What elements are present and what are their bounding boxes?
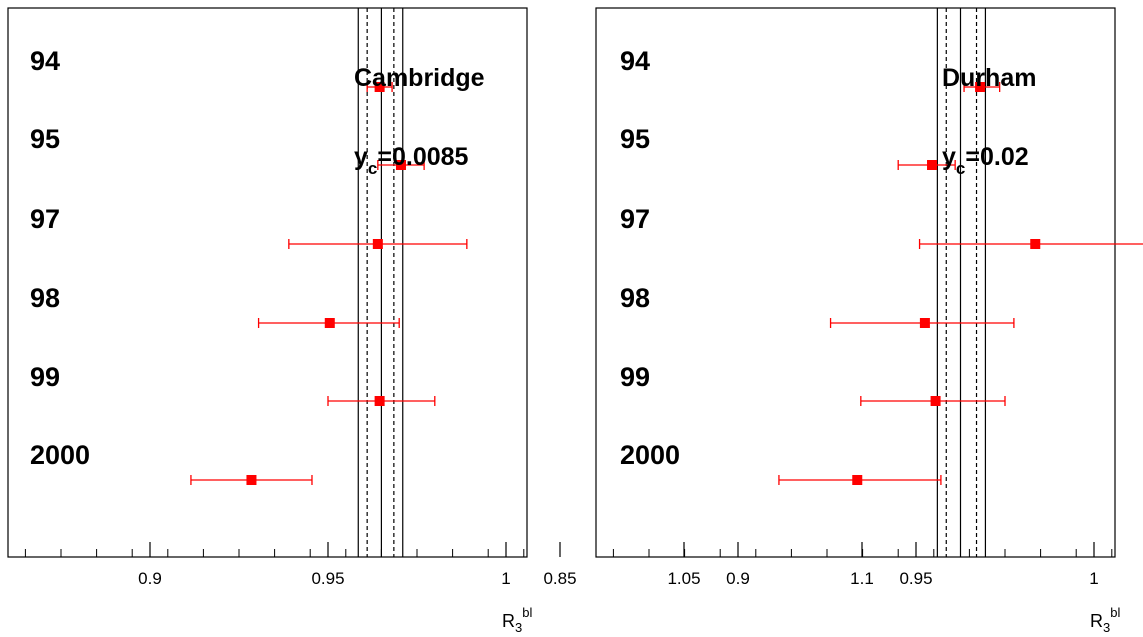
- algorithm-label: Durham: [942, 64, 1036, 92]
- ycut-sub: c: [956, 159, 965, 178]
- year-label-2000: 2000: [620, 440, 680, 470]
- x-axis-title-sup: bl: [1110, 605, 1120, 620]
- data-point-95: [395, 160, 406, 170]
- data-points: [190, 82, 468, 485]
- data-point-98: [324, 318, 335, 328]
- data-point-99: [374, 396, 385, 406]
- panel-durham: 94 95 97 98 99 2000 0.850.90.9511.051.1 …: [543, 7, 1143, 635]
- ycut-main: y: [354, 143, 368, 171]
- data-point-95: [927, 160, 938, 170]
- x-axis-title-sub: 3: [1103, 620, 1110, 635]
- x-axis-ticks: 0.85 0.9 0.95 1 1.05 1.1: [543, 542, 1113, 588]
- year-label-95: 95: [620, 124, 650, 154]
- tick-label: 0.95: [311, 569, 344, 588]
- data-point-97: [372, 239, 383, 249]
- x-axis-title-sup: bl: [522, 605, 532, 620]
- panel-cambridge: 94 95 97 98 99 2000 0.850.90.9511.051.1 …: [7, 7, 874, 635]
- reference-band: [936, 8, 987, 557]
- data-point-94: [374, 82, 385, 92]
- ycut-label: yc=0.02: [942, 143, 1029, 178]
- tick-label: 1.05: [667, 569, 700, 588]
- data-point-2000: [246, 475, 257, 485]
- year-label-97: 97: [30, 204, 60, 234]
- ycut-value: =0.02: [965, 143, 1028, 171]
- ycut-value: =0.0085: [377, 143, 468, 171]
- data-point-98: [919, 318, 930, 328]
- x-axis-title-main: R: [1090, 611, 1103, 631]
- ycut-main: y: [942, 143, 956, 171]
- tick-label: 1: [1089, 569, 1098, 588]
- year-label-98: 98: [620, 283, 650, 313]
- year-label-94: 94: [30, 46, 60, 76]
- x-axis-ticks: 0.85 0.9 0.95 1 1.05 1.1: [24, 542, 874, 588]
- x-axis-title-sub: 3: [515, 620, 522, 635]
- year-label-99: 99: [620, 362, 650, 392]
- x-axis-title: R3bl: [1090, 605, 1120, 635]
- data-point-99: [930, 396, 941, 406]
- year-label-94: 94: [620, 46, 650, 76]
- year-label-2000: 2000: [30, 440, 90, 470]
- plot-frame: [7, 7, 528, 558]
- data-point-97: [1030, 239, 1041, 249]
- x-axis-title: R3bl: [502, 605, 532, 635]
- data-point-94: [975, 82, 986, 92]
- tick-label: 0.95: [899, 569, 932, 588]
- year-label-99: 99: [30, 362, 60, 392]
- year-label-98: 98: [30, 283, 60, 313]
- ycut-sub: c: [368, 159, 377, 178]
- algorithm-label: Cambridge: [354, 64, 485, 92]
- year-labels: 94 95 97 98 99 2000: [620, 46, 680, 470]
- reference-band: [357, 8, 404, 557]
- ycut-label: yc=0.0085: [354, 143, 469, 178]
- year-label-97: 97: [620, 204, 650, 234]
- tick-label: 1.1: [850, 569, 874, 588]
- plot-frame: [595, 7, 1116, 558]
- x-axis-title-main: R: [502, 611, 515, 631]
- data-points: [778, 82, 1143, 485]
- tick-label: 0.85: [543, 569, 576, 588]
- year-label-95: 95: [30, 124, 60, 154]
- year-labels: 94 95 97 98 99 2000: [30, 46, 90, 470]
- tick-label: 1: [501, 569, 510, 588]
- tick-label: 0.9: [138, 569, 162, 588]
- tick-label: 0.9: [726, 569, 750, 588]
- data-point-2000: [852, 475, 863, 485]
